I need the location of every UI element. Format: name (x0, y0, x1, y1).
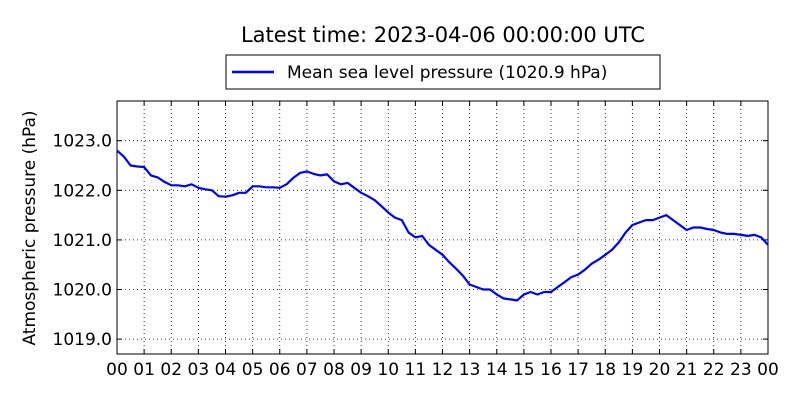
x-tick-label: 16 (540, 360, 562, 380)
x-tick-label: 13 (459, 360, 481, 380)
x-tick-label: 12 (432, 360, 454, 380)
x-tick-label: 03 (188, 360, 210, 380)
x-tick-label: 08 (323, 360, 345, 380)
y-tick-label: 1019.0 (53, 330, 112, 350)
x-tick-labels: 00 01 02 03 04 05 06 07 08 09 10 11 12 13 14 15 16 17 18 19… (106, 360, 779, 380)
x-tick-label: 18 (594, 360, 616, 380)
plot-area (116, 100, 769, 355)
legend: Mean sea level pressure (1020.9 hPa) (225, 54, 661, 90)
series-line-mean-sea-level-pressure (116, 149, 769, 302)
x-tick-label: 11 (405, 360, 427, 380)
y-tick-label: 1020.0 (53, 281, 112, 301)
x-tick-label: 00 (757, 360, 779, 380)
x-tick-label: 20 (649, 360, 671, 380)
y-tick-labels: 1019.0 1020.0 1021.0 1022.0 1023.0 (53, 132, 112, 350)
chart-title: Latest time: 2023-04-06 00:00:00 UTC (241, 23, 645, 47)
x-tick-label: 15 (513, 360, 535, 380)
x-tick-label: 14 (486, 360, 508, 380)
x-tick-label: 17 (567, 360, 589, 380)
y-tick-label: 1023.0 (53, 132, 112, 152)
y-tick-label: 1022.0 (53, 181, 112, 201)
x-tick-label: 02 (160, 360, 182, 380)
y-tick-label: 1021.0 (53, 231, 112, 251)
x-tick-label: 21 (676, 360, 698, 380)
x-tick-label: 01 (133, 360, 155, 380)
x-tick-label: 09 (350, 360, 372, 380)
x-tick-label: 07 (296, 360, 318, 380)
x-tick-label: 04 (215, 360, 237, 380)
legend-label: Mean sea level pressure (1020.9 hPa) (287, 63, 607, 83)
x-tick-label: 22 (703, 360, 725, 380)
ticks (116, 101, 769, 354)
x-tick-label: 05 (242, 360, 264, 380)
x-tick-label: 00 (106, 360, 128, 380)
y-axis-label: Atmospheric pressure (hPa) (20, 110, 40, 345)
x-tick-label: 10 (377, 360, 399, 380)
x-tick-label: 06 (269, 360, 291, 380)
legend-box (225, 54, 661, 90)
grid (117, 101, 768, 354)
x-tick-label: 23 (730, 360, 752, 380)
x-tick-label: 19 (622, 360, 644, 380)
